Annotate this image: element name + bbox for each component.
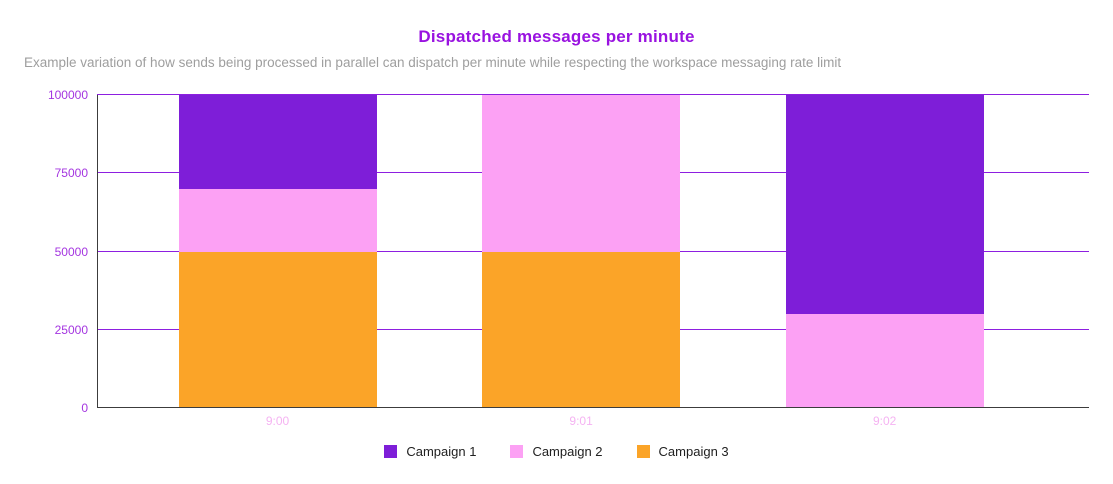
legend-swatch-campaign-2 bbox=[510, 445, 524, 458]
bar-segment-9-00-campaign-1 bbox=[178, 95, 377, 189]
y-axis-tick-label: 100000 bbox=[47, 88, 88, 102]
bar-segment-9-00-campaign-3 bbox=[178, 251, 377, 408]
bar-segment-9-02-campaign-1 bbox=[785, 95, 984, 315]
legend-swatch-campaign-1 bbox=[384, 445, 398, 458]
legend-item-campaign-3: Campaign 3 bbox=[636, 444, 729, 459]
x-axis-tick-label: 9:01 bbox=[569, 414, 593, 428]
bar-segment-9-01-campaign-3 bbox=[482, 251, 681, 408]
x-axis-tick-label: 9:00 bbox=[265, 414, 290, 428]
gridline bbox=[97, 94, 1089, 95]
bar-segment-9-01-campaign-2 bbox=[482, 95, 681, 252]
y-axis-line bbox=[97, 95, 98, 408]
bar-segment-9-02-campaign-2 bbox=[785, 314, 984, 408]
y-axis-tick-label: 50000 bbox=[54, 244, 88, 259]
legend-item-campaign-2: Campaign 2 bbox=[510, 444, 603, 459]
legend-item-campaign-1: Campaign 1 bbox=[384, 444, 476, 459]
legend-label-campaign-1: Campaign 1 bbox=[406, 444, 477, 459]
legend: Campaign 1 Campaign 2 Campaign 3 bbox=[0, 444, 1113, 459]
y-axis-tick-label: 0 bbox=[81, 401, 88, 415]
legend-swatch-campaign-3 bbox=[636, 445, 650, 458]
plot-area bbox=[97, 94, 1089, 408]
chart-subtitle: Example variation of how sends being pro… bbox=[24, 55, 842, 70]
y-axis-tick-label: 75000 bbox=[54, 166, 88, 181]
legend-label-campaign-2: Campaign 2 bbox=[532, 444, 603, 459]
bar-segment-9-00-campaign-2 bbox=[178, 188, 377, 252]
y-axis-tick-label: 25000 bbox=[54, 322, 88, 337]
chart-title: Dispatched messages per minute bbox=[418, 27, 695, 46]
x-axis-line bbox=[97, 407, 1089, 408]
x-axis-tick-label: 9:02 bbox=[872, 414, 897, 428]
legend-label-campaign-3: Campaign 3 bbox=[658, 444, 729, 459]
